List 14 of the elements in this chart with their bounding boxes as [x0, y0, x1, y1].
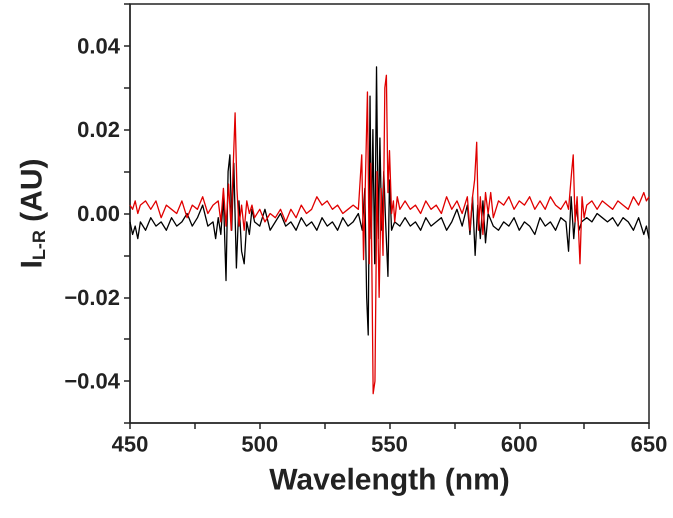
x-axis-title: Wavelength (nm) [269, 464, 510, 496]
y-tick-label: 0.02 [77, 117, 120, 142]
x-tick-label: 600 [500, 432, 538, 456]
y-axis-title: IL-R (AU) [16, 158, 49, 268]
y-tick-label: −0.02 [64, 284, 120, 310]
x-tick-label: 550 [371, 432, 408, 456]
x-tick-label: 650 [630, 432, 668, 456]
line-series [129, 66, 650, 336]
x-tick-label: 450 [112, 432, 148, 456]
y-tick-label: −0.04 [64, 368, 121, 394]
line-series [129, 74, 650, 394]
x-tick-label: 500 [241, 432, 278, 456]
y-tick-label: 0.00 [77, 201, 120, 226]
y-tick-label: 0.04 [77, 33, 121, 58]
